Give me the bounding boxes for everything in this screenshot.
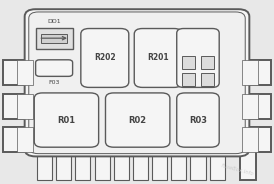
Bar [36, 28, 73, 49]
FancyBboxPatch shape [81, 29, 129, 87]
Bar [190, 151, 206, 180]
FancyBboxPatch shape [29, 12, 245, 154]
FancyBboxPatch shape [177, 29, 219, 87]
Text: R01: R01 [57, 116, 76, 125]
FancyBboxPatch shape [36, 60, 73, 76]
Bar [240, 134, 256, 180]
Bar [56, 151, 71, 180]
Text: R02: R02 [129, 116, 147, 125]
Bar [152, 151, 167, 180]
Bar [95, 151, 110, 180]
Bar [242, 94, 271, 119]
Bar [201, 73, 214, 86]
Bar [3, 94, 32, 119]
Bar [242, 94, 258, 119]
Bar [242, 60, 258, 85]
Bar [182, 56, 195, 69]
Text: R201: R201 [147, 54, 169, 62]
Bar [3, 60, 32, 85]
Bar [210, 151, 225, 180]
Bar [242, 127, 258, 152]
Bar [182, 73, 195, 86]
FancyBboxPatch shape [177, 93, 219, 147]
Bar [3, 127, 32, 152]
Bar [41, 33, 67, 43]
Bar [37, 151, 52, 180]
Text: FuseBox.info: FuseBox.info [221, 163, 255, 177]
FancyBboxPatch shape [134, 29, 182, 87]
Bar [17, 127, 33, 152]
Text: R202: R202 [94, 54, 116, 62]
Bar [242, 127, 271, 152]
Bar [201, 56, 214, 69]
Bar [133, 151, 148, 180]
Bar [242, 60, 271, 85]
Bar [114, 151, 129, 180]
FancyBboxPatch shape [25, 9, 249, 156]
Bar [75, 151, 90, 180]
Bar [17, 60, 33, 85]
Text: F03: F03 [48, 80, 60, 85]
FancyBboxPatch shape [34, 93, 99, 147]
FancyBboxPatch shape [105, 93, 170, 147]
Bar [171, 151, 186, 180]
Text: DD1: DD1 [47, 19, 61, 24]
Bar [17, 94, 33, 119]
Text: R03: R03 [189, 116, 207, 125]
